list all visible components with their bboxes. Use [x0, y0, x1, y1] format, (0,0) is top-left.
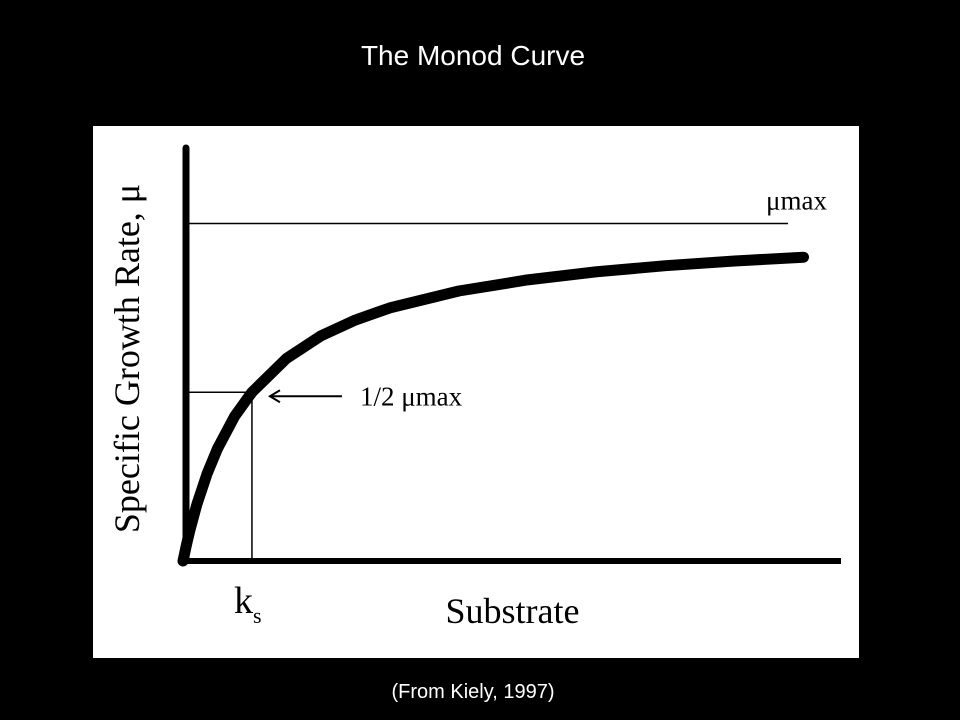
ks-subscript: s — [253, 603, 262, 628]
half-mu-max-arrow — [268, 389, 342, 404]
ks-label: ks — [234, 580, 262, 628]
mu-max-label: μmax — [766, 186, 827, 216]
x-axis-label: Substrate — [446, 591, 580, 631]
monod-chart: μmax 1/2 μmax ks Substrate Specific Grow… — [107, 144, 841, 631]
figure-panel: μmax 1/2 μmax ks Substrate Specific Grow… — [93, 126, 859, 658]
half-mu-max-label: 1/2 μmax — [360, 381, 463, 411]
ks-main: k — [234, 580, 253, 622]
arrow-head — [268, 389, 281, 404]
monod-curve-line — [177, 251, 810, 567]
y-axis-label: Specific Growth Rate, μ — [107, 184, 147, 533]
citation: (From Kiely, 1997) — [391, 681, 555, 703]
slide-title: The Monod Curve — [360, 40, 586, 71]
